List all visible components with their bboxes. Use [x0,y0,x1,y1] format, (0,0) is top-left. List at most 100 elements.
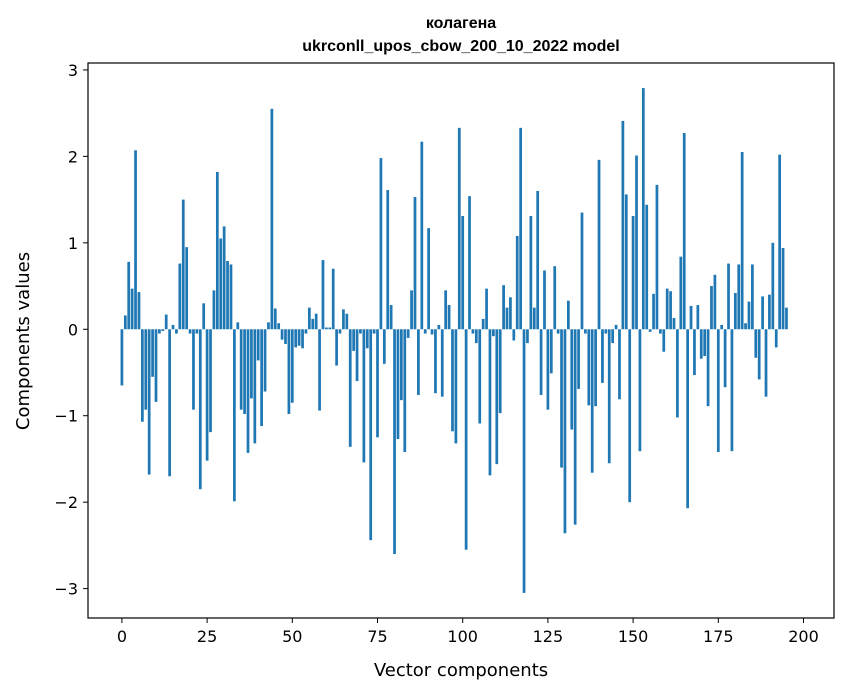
bar [693,329,696,376]
x-tick-label: 25 [197,627,217,646]
bar [716,329,720,453]
bar [679,256,683,330]
bar [597,159,601,330]
bar [566,300,570,330]
bar [757,329,761,380]
bar [134,150,137,330]
bar [120,329,124,386]
bar [485,288,488,330]
bar [331,268,335,330]
bar [410,290,413,330]
bar [628,329,632,503]
bar [406,329,410,338]
bar [492,329,495,337]
bar [751,264,754,330]
bar [430,329,434,335]
bar [444,290,448,330]
bar [543,270,546,330]
bar [253,329,257,444]
bar [144,329,148,410]
x-tick-label: 0 [117,627,127,646]
bar [744,323,747,330]
bar [645,204,649,330]
chart-subtitle: ukrconll_upos_cbow_200_10_2022 model [302,38,619,55]
bar [161,329,165,331]
y-tick-label: 0 [68,320,78,339]
bar [260,329,263,427]
bar [727,263,730,330]
bar [188,329,192,334]
bar [338,329,342,334]
bar [509,297,512,330]
bar [536,190,540,330]
y-tick-label: −3 [54,580,78,599]
bar [222,226,226,330]
bar [655,184,659,330]
bar [771,242,775,330]
x-tick-label: 100 [447,627,478,646]
bar [270,108,274,330]
bar [474,329,478,344]
bar [624,194,628,330]
bar [505,307,509,330]
x-tick-label: 50 [282,627,302,646]
bar [413,197,417,330]
bar [502,285,505,330]
bar [239,329,243,410]
x-axis-ticks: 0 25 50 75 100 125 150 175 200 [117,618,819,646]
bar [573,329,577,525]
bar [512,329,516,341]
bar [607,329,611,464]
bar [158,329,161,334]
bar [318,329,321,411]
bar [396,329,400,440]
bar [314,313,318,330]
bar [376,329,379,438]
bar [233,329,236,502]
bar [342,309,345,330]
bar [212,290,216,330]
bar [447,305,451,330]
bar [215,171,219,330]
bar [553,266,557,330]
bar [515,235,519,330]
bar [389,305,393,330]
bar [171,324,175,330]
bar [754,329,758,358]
y-tick-label: 1 [68,234,78,253]
bar [273,308,277,330]
y-tick-label: −2 [54,493,78,512]
bar [604,329,608,334]
bar [127,261,131,330]
bar-series [120,88,788,593]
bar [280,329,284,340]
bar [768,294,771,330]
bar [437,324,441,330]
bar [209,329,212,433]
bar [672,318,676,330]
bar [648,329,652,332]
bar [556,329,560,334]
bar [175,329,178,334]
y-tick-label: −1 [54,407,78,426]
bar [454,329,458,444]
bar [195,329,199,334]
bar [440,329,444,397]
bar [335,329,338,366]
bar [699,329,703,359]
bar [641,88,645,330]
bar [710,286,713,330]
bar [522,329,526,593]
bar [137,292,141,330]
bar [325,327,328,330]
bar [178,263,182,330]
bar [478,329,482,424]
bar [311,318,315,330]
plot-area-frame [87,62,835,619]
bar [471,329,475,334]
bar [290,329,294,403]
bar [659,329,662,334]
bar [601,329,604,383]
bar [737,264,741,330]
bar [529,216,533,330]
